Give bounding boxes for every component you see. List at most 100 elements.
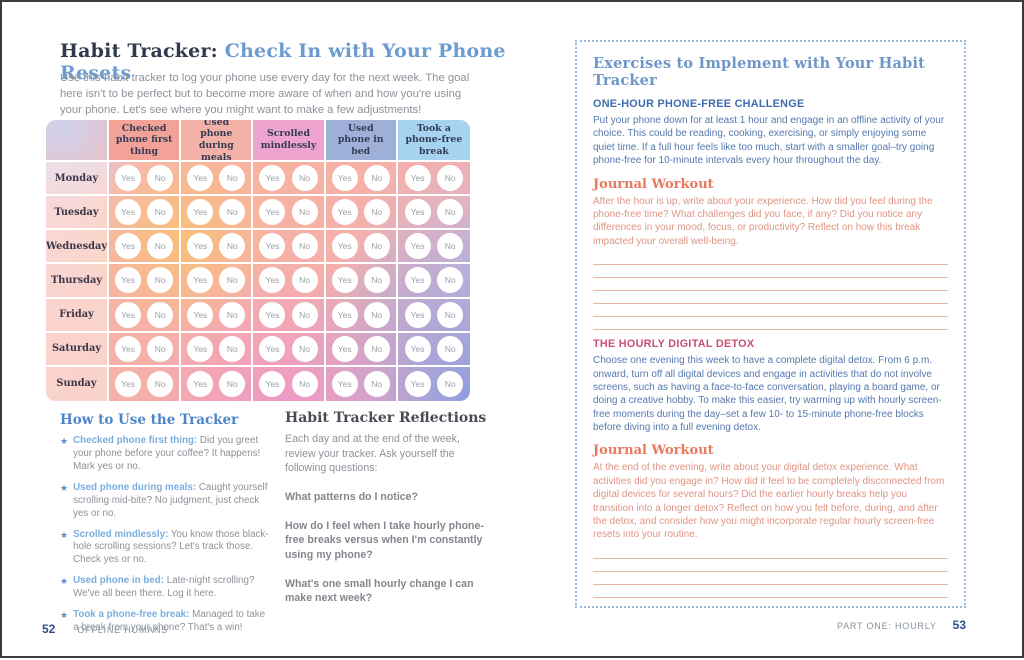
yes-option[interactable]: Yes: [331, 301, 358, 328]
how-to-item-desc: You know those black-hole scrolling sess…: [73, 528, 269, 566]
tracker-cell: Yes No: [109, 196, 182, 231]
how-to-item-desc: Managed to take a break from your phone?…: [73, 609, 266, 634]
no-option[interactable]: No: [437, 370, 464, 397]
yes-option[interactable]: Yes: [115, 301, 142, 328]
page-title-prefix: Habit Tracker:: [60, 40, 225, 62]
yes-option[interactable]: Yes: [259, 267, 286, 294]
no-option[interactable]: No: [147, 199, 174, 226]
yes-option[interactable]: Yes: [187, 199, 214, 226]
no-option[interactable]: No: [291, 199, 318, 226]
yes-option[interactable]: Yes: [259, 335, 286, 362]
page-title-highlight: Check In with Your Phone Resets: [60, 40, 506, 84]
no-option[interactable]: No: [291, 165, 318, 192]
yes-option[interactable]: Yes: [331, 199, 358, 226]
no-option[interactable]: No: [219, 233, 246, 260]
no-option[interactable]: No: [147, 301, 174, 328]
no-option[interactable]: No: [147, 370, 174, 397]
yes-option[interactable]: Yes: [115, 199, 142, 226]
tracker-cell: Yes No: [253, 298, 326, 333]
yes-option[interactable]: Yes: [404, 301, 431, 328]
yes-option[interactable]: Yes: [331, 233, 358, 260]
yes-option[interactable]: Yes: [259, 199, 286, 226]
yes-option[interactable]: Yes: [259, 165, 286, 192]
tracker-cell: Yes No: [181, 196, 254, 231]
no-option[interactable]: No: [291, 335, 318, 362]
no-option[interactable]: No: [437, 301, 464, 328]
yes-option[interactable]: Yes: [187, 267, 214, 294]
tracker-cell: Yes No: [181, 264, 254, 299]
no-option[interactable]: No: [437, 335, 464, 362]
yes-option[interactable]: Yes: [187, 370, 214, 397]
reflections-heading: Habit Tracker Reflections: [285, 410, 487, 426]
yes-option[interactable]: Yes: [115, 370, 142, 397]
no-option[interactable]: No: [363, 233, 390, 260]
no-option[interactable]: No: [147, 335, 174, 362]
yes-option[interactable]: Yes: [187, 165, 214, 192]
tracker-cell: Yes No: [109, 230, 182, 265]
no-option[interactable]: No: [363, 335, 390, 362]
how-to-section: How to Use the Tracker ★ Checked phone fi…: [60, 412, 272, 643]
tracker-column-header: Used phone during meals: [181, 120, 254, 163]
yes-option[interactable]: Yes: [331, 267, 358, 294]
no-option[interactable]: No: [219, 335, 246, 362]
no-option[interactable]: No: [291, 267, 318, 294]
no-option[interactable]: No: [363, 301, 390, 328]
no-option[interactable]: No: [219, 301, 246, 328]
no-option[interactable]: No: [437, 267, 464, 294]
star-bullet-icon: ★: [60, 482, 69, 493]
tracker-cell: Yes No: [325, 196, 398, 231]
yes-option[interactable]: Yes: [115, 165, 142, 192]
yes-option[interactable]: Yes: [187, 335, 214, 362]
yes-option[interactable]: Yes: [404, 233, 431, 260]
tracker-cell: Yes No: [253, 332, 326, 367]
star-bullet-icon: ★: [60, 576, 69, 587]
no-option[interactable]: No: [363, 267, 390, 294]
no-option[interactable]: No: [437, 233, 464, 260]
no-option[interactable]: No: [291, 233, 318, 260]
how-to-list: ★ Checked phone first thing: Did you gree…: [60, 435, 272, 635]
yes-option[interactable]: Yes: [331, 165, 358, 192]
how-to-item-desc: Did you greet your phone before your cof…: [73, 435, 261, 472]
yes-option[interactable]: Yes: [115, 233, 142, 260]
no-option[interactable]: No: [363, 165, 390, 192]
yes-option[interactable]: Yes: [404, 335, 431, 362]
writing-line: [593, 546, 948, 559]
yes-option[interactable]: Yes: [115, 335, 142, 362]
no-option[interactable]: No: [219, 267, 246, 294]
no-option[interactable]: No: [291, 301, 318, 328]
yes-option[interactable]: Yes: [404, 267, 431, 294]
how-to-item-text: Used phone during meals: Caught yourself…: [73, 482, 272, 521]
no-option[interactable]: No: [219, 370, 246, 397]
yes-option[interactable]: Yes: [115, 267, 142, 294]
tracker-cell: Yes No: [109, 332, 182, 367]
no-option[interactable]: No: [219, 165, 246, 192]
yes-option[interactable]: Yes: [404, 165, 431, 192]
how-to-item-lead: Scrolled mindlessly:: [73, 528, 169, 540]
tracker-cell: Yes No: [325, 162, 398, 197]
no-option[interactable]: No: [363, 199, 390, 226]
yes-option[interactable]: Yes: [259, 301, 286, 328]
yes-option[interactable]: Yes: [187, 301, 214, 328]
yes-option[interactable]: Yes: [259, 370, 286, 397]
yes-option[interactable]: Yes: [259, 233, 286, 260]
yes-option[interactable]: Yes: [331, 370, 358, 397]
yes-option[interactable]: Yes: [404, 199, 431, 226]
yes-option[interactable]: Yes: [331, 335, 358, 362]
how-to-item-text: Took a phone-free break: Managed to take…: [73, 609, 272, 635]
reflections-section: Habit Tracker Reflections Each day and a…: [285, 410, 487, 621]
no-option[interactable]: No: [437, 199, 464, 226]
writing-line: [593, 559, 948, 572]
no-option[interactable]: No: [147, 267, 174, 294]
no-option[interactable]: No: [147, 165, 174, 192]
no-option[interactable]: No: [437, 165, 464, 192]
no-option[interactable]: No: [219, 199, 246, 226]
yes-option[interactable]: Yes: [404, 370, 431, 397]
no-option[interactable]: No: [363, 370, 390, 397]
tracker-grid: Checked phone first thing Used phone duri…: [46, 120, 470, 401]
tracker-cell: Yes No: [325, 230, 398, 265]
yes-option[interactable]: Yes: [187, 233, 214, 260]
no-option[interactable]: No: [291, 370, 318, 397]
no-option[interactable]: No: [147, 233, 174, 260]
tracker-cell: Yes No: [181, 230, 254, 265]
